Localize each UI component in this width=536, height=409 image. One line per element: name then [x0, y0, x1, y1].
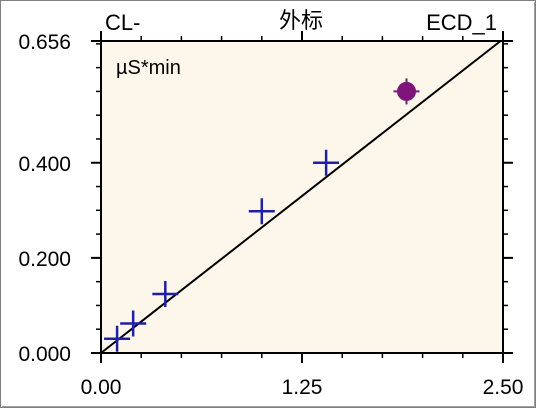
header-left: CL-	[105, 10, 140, 35]
sample-point	[393, 78, 420, 105]
calibration-point	[120, 310, 147, 337]
y-tick-label: 0.200	[18, 248, 71, 271]
y-tick-label: 0.000	[18, 343, 71, 366]
unit-label: µS*min	[116, 57, 181, 79]
calibration-point	[248, 198, 275, 225]
axis-ticks	[91, 31, 513, 363]
x-tick-label: 2.50	[483, 376, 524, 399]
calibration-points	[104, 78, 420, 352]
y-tick-label: 0.400	[18, 153, 71, 176]
calibration-point	[152, 281, 179, 308]
fit-line	[100, 40, 502, 354]
calibration-point	[104, 325, 131, 352]
header-right: ECD_1	[426, 10, 497, 35]
tick-labels: 0.000 0.200 0.400 0.656 0.00 1.25 2.50	[18, 31, 523, 399]
calibration-point	[313, 149, 340, 176]
x-tick-label: 1.25	[282, 376, 323, 399]
header-center: 外标	[279, 8, 323, 33]
x-tick-label: 0.00	[81, 376, 122, 399]
y-tick-label: 0.656	[18, 31, 71, 54]
